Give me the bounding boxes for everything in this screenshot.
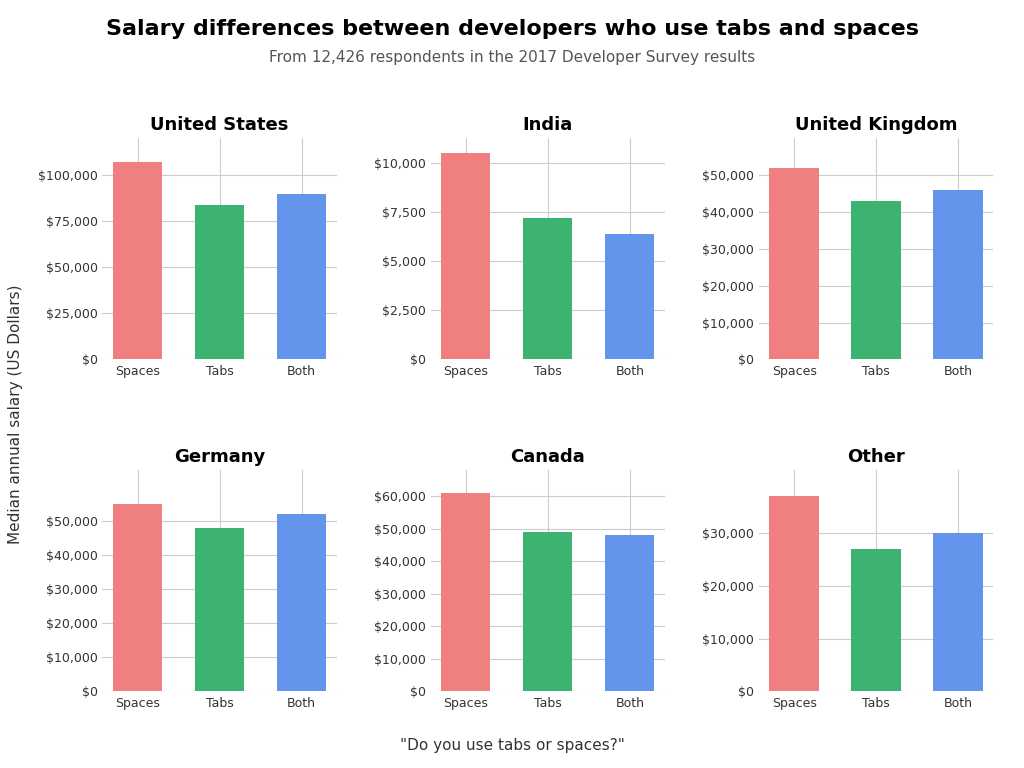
Bar: [195, 528, 244, 691]
Bar: [195, 204, 244, 359]
Bar: [605, 233, 654, 359]
Title: Germany: Germany: [174, 448, 265, 465]
Bar: [113, 162, 162, 359]
Bar: [278, 515, 327, 691]
Bar: [852, 549, 901, 691]
Text: Median annual salary (US Dollars): Median annual salary (US Dollars): [8, 285, 23, 545]
Bar: [523, 218, 572, 359]
Bar: [278, 194, 327, 359]
Bar: [605, 535, 654, 691]
Title: United States: United States: [151, 116, 289, 134]
Text: From 12,426 respondents in the 2017 Developer Survey results: From 12,426 respondents in the 2017 Deve…: [269, 50, 755, 65]
Bar: [441, 493, 490, 691]
Bar: [934, 533, 983, 691]
Text: "Do you use tabs or spaces?": "Do you use tabs or spaces?": [399, 737, 625, 753]
Bar: [441, 153, 490, 359]
Bar: [523, 531, 572, 691]
Title: India: India: [522, 116, 573, 134]
Title: United Kingdom: United Kingdom: [795, 116, 957, 134]
Text: Salary differences between developers who use tabs and spaces: Salary differences between developers wh…: [105, 19, 919, 39]
Bar: [769, 496, 818, 691]
Title: Canada: Canada: [511, 448, 585, 465]
Title: Other: Other: [847, 448, 905, 465]
Bar: [769, 167, 818, 359]
Bar: [852, 201, 901, 359]
Bar: [934, 190, 983, 359]
Bar: [113, 504, 162, 691]
